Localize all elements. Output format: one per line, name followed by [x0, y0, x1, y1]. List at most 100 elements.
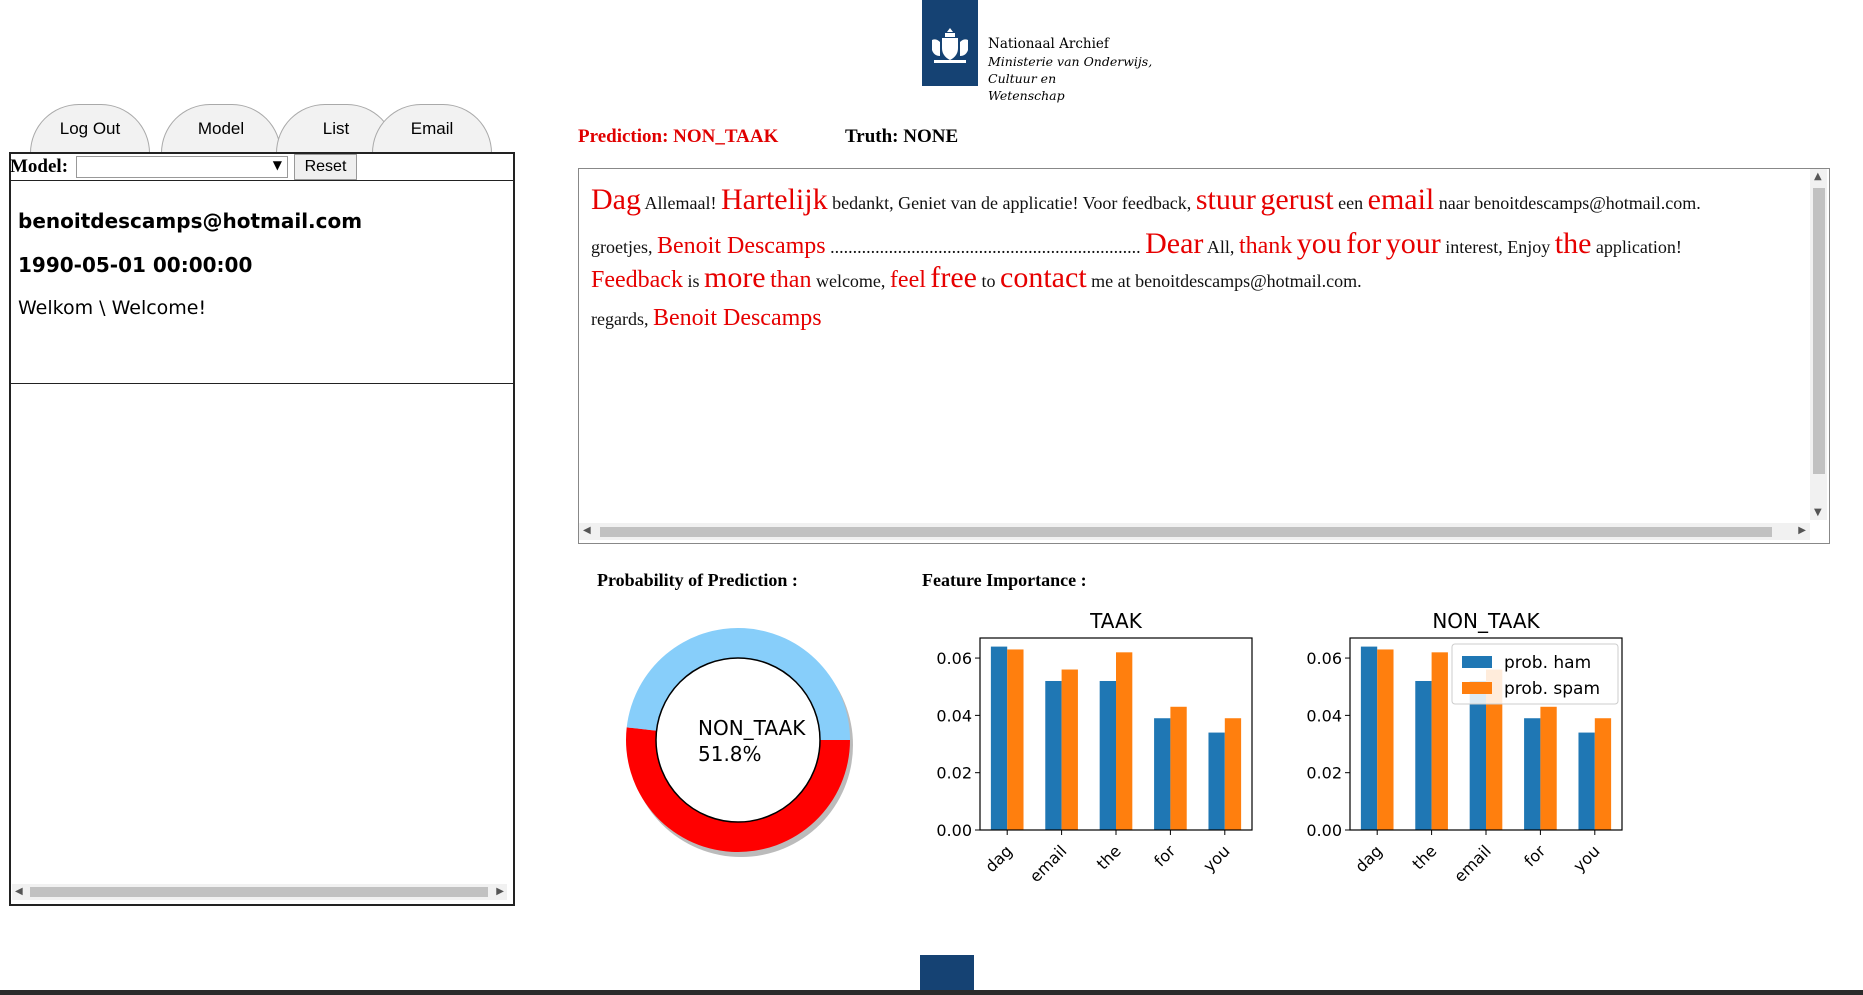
email-list-panel [9, 383, 515, 906]
y-tick-label: 0.06 [936, 649, 972, 668]
email-text-segment: me at benoitdescamps@hotmail.com. [1086, 271, 1362, 291]
text-vscroll-thumb[interactable] [1813, 188, 1825, 474]
prediction-label: Prediction: NON_TAAK [578, 126, 779, 147]
bar-spam [1431, 652, 1448, 830]
plot-frame [1349, 637, 1623, 831]
scroll-up-icon[interactable]: ▲ [1814, 171, 1822, 182]
scroll-left-icon[interactable]: ◀ [583, 525, 591, 536]
bar-ham [1415, 680, 1432, 830]
feature-chart-taak: TAAK 0.00 0.02 0.04 0.06 dag email the for you [936, 609, 1253, 886]
reset-button[interactable]: Reset [294, 154, 357, 180]
bar-ham [1578, 732, 1595, 830]
x-tick-label: email [1026, 841, 1071, 886]
x-tick-label: the [1093, 841, 1125, 873]
user-email: benoitdescamps@hotmail.com [18, 209, 363, 233]
bar-spam [1540, 706, 1557, 830]
legend-swatch [1462, 682, 1492, 694]
bar-spam [1061, 669, 1078, 830]
x-tick-label: for [1150, 841, 1179, 870]
bar-spam [1116, 652, 1133, 830]
highlighted-word: Feedback [591, 267, 683, 293]
text-horizontal-scrollbar[interactable]: ◀ ▶ [579, 523, 1810, 540]
email-paragraph-1: Dag Allemaal! Hartelijk bedankt, Geniet … [591, 183, 1771, 217]
feature-importance-title: Feature Importance : [922, 570, 1087, 590]
bar-ham [1154, 718, 1171, 830]
x-tick-label: email [1450, 841, 1495, 886]
model-select[interactable]: ▼ [76, 156, 288, 178]
email-text-segment: groetjes, [591, 237, 657, 257]
donut-slice [626, 627, 850, 740]
bar-spam [1224, 718, 1242, 830]
highlighted-word: more [703, 261, 766, 294]
feature-chart-non-taak: NON_TAAK 0.00 0.02 0.04 0.06 dag the email for yo… [1306, 609, 1623, 886]
y-tick-label: 0.06 [1306, 649, 1342, 668]
bar-spam [1170, 706, 1187, 830]
x-tick-label: dag [981, 841, 1016, 876]
highlighted-word: stuur [1195, 183, 1256, 216]
highlighted-word: Benoit Descamps [652, 305, 822, 331]
highlighted-word: Benoit Descamps [656, 233, 826, 259]
x-tick-label: you [1569, 841, 1603, 875]
user-date: 1990-05-01 00:00:00 [18, 253, 253, 277]
y-tick-label: 0.04 [1306, 706, 1342, 725]
text-vertical-scrollbar[interactable]: ▲ ▼ [1810, 169, 1827, 520]
highlighted-word: Hartelijk [720, 183, 828, 216]
list-horizontal-scrollbar[interactable]: ◀ ▶ [12, 884, 507, 900]
welcome-message: Welkom \ Welcome! [18, 297, 207, 319]
donut-center-value: 51.8% [698, 742, 762, 766]
truth-label: Truth: NONE [845, 126, 959, 147]
bar-ham [1360, 646, 1378, 830]
highlighted-word: for [1346, 227, 1382, 260]
y-tick-label: 0.02 [936, 764, 972, 783]
logo-line-2: Ministerie van Onderwijs, Cultuur en [988, 54, 1153, 86]
y-tick-label: 0.00 [1306, 821, 1342, 840]
chart-title: TAAK [1089, 609, 1143, 633]
y-tick-label: 0.04 [936, 706, 972, 725]
x-tick-label: you [1199, 841, 1233, 875]
highlighted-word: than [770, 267, 812, 293]
crest-icon [922, 0, 978, 86]
tab-log-out[interactable]: Log Out [30, 104, 150, 153]
highlighted-word: you [1296, 227, 1342, 260]
email-text-segment: interest, Enjoy [1440, 237, 1555, 257]
text-hscroll-thumb[interactable] [600, 527, 1772, 537]
highlighted-word: thank [1238, 233, 1293, 259]
logo-line-1: Nationaal Archief [988, 36, 1109, 52]
email-text-segment: ........................................… [825, 237, 1146, 257]
list-scroll-thumb[interactable] [30, 887, 488, 897]
footer-brand-block [920, 955, 974, 995]
email-text-segment: welcome, [811, 271, 890, 291]
legend-swatch [1462, 656, 1492, 668]
highlighted-word: email [1367, 183, 1435, 216]
donut-center-label: NON_TAAK [698, 716, 806, 740]
legend-label: prob. spam [1504, 679, 1600, 699]
y-tick-label: 0.00 [936, 821, 972, 840]
tab-model[interactable]: Model [161, 104, 281, 153]
x-tick-label: the [1408, 841, 1440, 873]
email-text-box[interactable]: Dag Allemaal! Hartelijk bedankt, Geniet … [578, 168, 1830, 544]
scroll-right-icon[interactable]: ▶ [1798, 525, 1806, 536]
highlighted-word: free [930, 261, 978, 294]
scroll-down-icon[interactable]: ▼ [1814, 507, 1822, 518]
logo-line-3: Wetenschap [988, 88, 1065, 103]
highlighted-word: feel [889, 267, 926, 293]
tab-email[interactable]: Email [372, 104, 492, 153]
donut-slice [626, 727, 850, 852]
highlighted-word: Dear [1145, 227, 1204, 260]
email-text-segment: naar benoitdescamps@hotmail.com. [1434, 193, 1701, 213]
bar-ham [1208, 732, 1225, 830]
highlighted-word: the [1554, 227, 1592, 260]
x-tick-label: dag [1351, 841, 1386, 876]
bar-ham [1045, 680, 1062, 830]
email-paragraph-2: groetjes, Benoit Descamps ..............… [591, 227, 1771, 295]
email-text-segment: to [977, 271, 1001, 291]
email-paragraph-3: regards, Benoit Descamps [591, 305, 1771, 332]
highlighted-word: your [1385, 227, 1441, 260]
nationaal-archief-logo: Nationaal Archief Ministerie van Onderwi… [922, 0, 1188, 103]
scroll-right-icon[interactable]: ▶ [496, 886, 504, 897]
scroll-left-icon[interactable]: ◀ [15, 886, 23, 897]
probability-title: Probability of Prediction : [597, 570, 798, 590]
bar-spam [1007, 649, 1024, 830]
chart-title: NON_TAAK [1432, 609, 1540, 633]
